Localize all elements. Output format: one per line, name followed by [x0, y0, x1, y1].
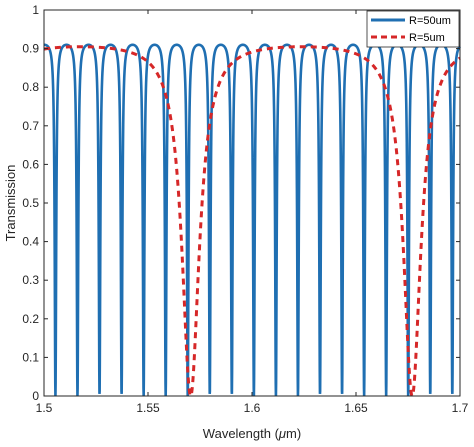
x-tick-label: 1.5: [36, 401, 53, 415]
legend-label-r50: R=50um: [409, 15, 451, 27]
y-tick-label: 0.2: [22, 312, 39, 326]
y-tick-label: 0.6: [22, 157, 39, 171]
x-tick-label: 1.7: [452, 401, 469, 415]
y-tick-label: 0.1: [22, 350, 39, 364]
y-axis-label: Transmission: [3, 165, 18, 242]
x-axis-label-mu: μ: [278, 426, 286, 441]
series-line-r5: [43, 45, 461, 398]
y-tick-label: 0.3: [22, 273, 39, 287]
series-line-r50: [43, 43, 461, 397]
x-tick-label: 1.65: [344, 401, 368, 415]
y-tick-label: 0.7: [22, 119, 39, 133]
legend-label-r5: R=5um: [409, 32, 445, 44]
x-tick-label: 1.6: [244, 401, 261, 415]
ticks-layer: 1.5 1.55 1.6 1.65 1.7 0 0.1 0.2 0.3 0.4 0.5 0.6 0.7 0…: [22, 3, 468, 415]
y-tick-label: 0.8: [22, 80, 39, 94]
x-tick-label: 1.55: [136, 401, 160, 415]
y-tick-label: 0.9: [22, 42, 39, 56]
x-axis-label-unit: m): [286, 426, 301, 441]
legend-box: [366, 10, 460, 48]
y-tick-label: 0.4: [22, 235, 39, 249]
series-layer: [43, 43, 461, 398]
x-axis-label-text: Wavelength (: [203, 426, 280, 441]
y-tick-label: 0: [32, 389, 39, 403]
y-tick-label: 0.5: [22, 196, 39, 210]
legend: R=50um R=5um: [366, 10, 460, 48]
y-tick-label: 1: [32, 3, 39, 17]
x-axis-label: Wavelength (μm): [203, 426, 301, 441]
